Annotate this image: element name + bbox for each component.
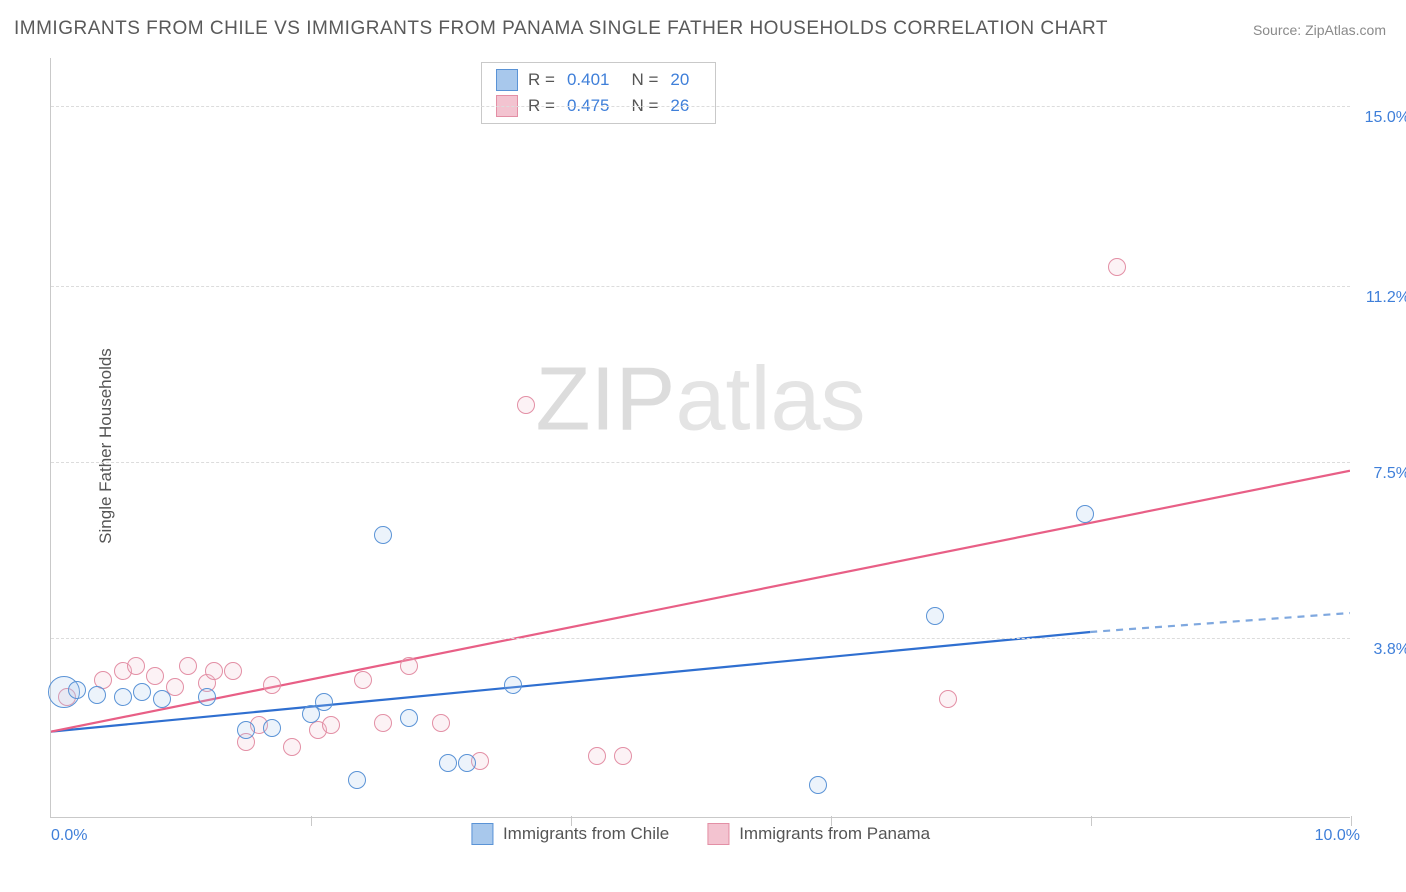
scatter-point-panama: [614, 747, 632, 765]
scatter-point-panama: [1108, 258, 1126, 276]
scatter-point-chile: [237, 721, 255, 739]
scatter-point-chile: [400, 709, 418, 727]
r-label: R =: [528, 70, 555, 90]
chart-plot-area: ZIPatlas R = 0.401 N = 20 R = 0.475 N = …: [50, 58, 1350, 818]
trend-line: [51, 471, 1350, 732]
scatter-point-panama: [517, 396, 535, 414]
scatter-point-panama: [224, 662, 242, 680]
y-tick-label: 15.0%: [1355, 109, 1406, 127]
grid-line-horizontal: [51, 106, 1350, 107]
grid-line-vertical: [311, 816, 312, 826]
trend-line: [1090, 613, 1350, 632]
legend-label-panama: Immigrants from Panama: [739, 824, 930, 844]
scatter-point-chile: [315, 693, 333, 711]
scatter-point-panama: [127, 657, 145, 675]
grid-line-vertical: [571, 816, 572, 826]
scatter-point-panama: [939, 690, 957, 708]
scatter-point-chile: [458, 754, 476, 772]
scatter-point-chile: [114, 688, 132, 706]
series-legend: Immigrants from Chile Immigrants from Pa…: [471, 823, 930, 845]
legend-item-panama: Immigrants from Panama: [707, 823, 930, 845]
scatter-point-panama: [432, 714, 450, 732]
scatter-point-chile: [504, 676, 522, 694]
scatter-point-panama: [205, 662, 223, 680]
watermark-bold: ZIP: [535, 349, 675, 449]
scatter-point-chile: [348, 771, 366, 789]
scatter-point-chile: [198, 688, 216, 706]
n-value-chile: 20: [670, 70, 689, 90]
x-tick-min: 0.0%: [51, 827, 87, 845]
legend-label-chile: Immigrants from Chile: [503, 824, 669, 844]
n-label: N =: [631, 70, 658, 90]
grid-line-vertical: [1351, 816, 1352, 826]
scatter-point-panama: [283, 738, 301, 756]
scatter-point-chile: [68, 681, 86, 699]
swatch-panama: [707, 823, 729, 845]
y-tick-label: 3.8%: [1355, 641, 1406, 659]
scatter-point-panama: [400, 657, 418, 675]
grid-line-horizontal: [51, 638, 1350, 639]
scatter-point-panama: [354, 671, 372, 689]
scatter-point-chile: [374, 526, 392, 544]
scatter-point-panama: [263, 676, 281, 694]
grid-line-horizontal: [51, 286, 1350, 287]
swatch-chile: [496, 69, 518, 91]
watermark-light: atlas: [675, 349, 865, 449]
scatter-point-panama: [588, 747, 606, 765]
scatter-point-chile: [439, 754, 457, 772]
chart-svg-layer: [51, 58, 1350, 817]
scatter-point-chile: [809, 776, 827, 794]
grid-line-vertical: [1091, 816, 1092, 826]
swatch-chile: [471, 823, 493, 845]
scatter-point-panama: [374, 714, 392, 732]
correlation-row-chile: R = 0.401 N = 20: [496, 67, 701, 93]
scatter-point-chile: [133, 683, 151, 701]
scatter-point-chile: [88, 686, 106, 704]
source-attribution: Source: ZipAtlas.com: [1253, 22, 1386, 38]
scatter-point-chile: [263, 719, 281, 737]
scatter-point-chile: [153, 690, 171, 708]
legend-item-chile: Immigrants from Chile: [471, 823, 669, 845]
chart-title: IMMIGRANTS FROM CHILE VS IMMIGRANTS FROM…: [14, 18, 1108, 40]
scatter-point-panama: [146, 667, 164, 685]
scatter-point-chile: [1076, 505, 1094, 523]
x-tick-max: 10.0%: [1315, 827, 1360, 845]
r-value-chile: 0.401: [567, 70, 610, 90]
watermark: ZIPatlas: [535, 348, 865, 451]
scatter-point-panama: [179, 657, 197, 675]
scatter-point-panama: [322, 716, 340, 734]
grid-line-horizontal: [51, 462, 1350, 463]
y-tick-label: 7.5%: [1355, 465, 1406, 483]
correlation-legend: R = 0.401 N = 20 R = 0.475 N = 26: [481, 62, 716, 124]
grid-line-vertical: [831, 816, 832, 826]
y-tick-label: 11.2%: [1355, 289, 1406, 307]
scatter-point-chile: [926, 607, 944, 625]
